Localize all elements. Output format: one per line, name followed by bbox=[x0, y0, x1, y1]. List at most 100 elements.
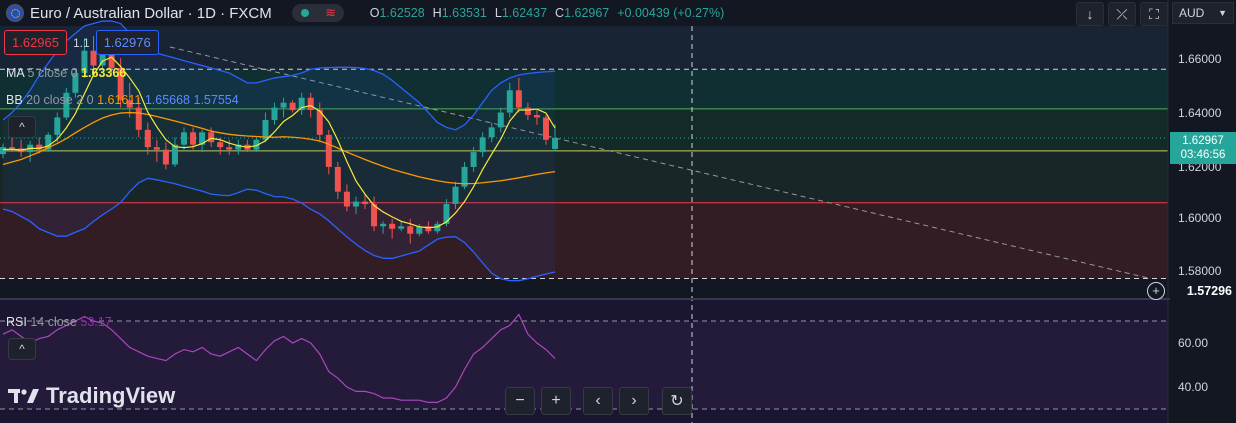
buy-button[interactable]: 1.62976 bbox=[95, 30, 159, 55]
ma-value: 1.63366 bbox=[81, 66, 127, 80]
candle bbox=[316, 102, 323, 143]
candle-body bbox=[253, 139, 260, 150]
scroll-left-button[interactable]: ‹ bbox=[583, 387, 613, 415]
ohlc-close: 1.62967 bbox=[564, 6, 610, 20]
bb-fill bbox=[3, 21, 556, 281]
rsi-legend[interactable]: RSI 14 close 53.17 bbox=[6, 315, 112, 329]
chevron-down-icon: ▼ bbox=[1218, 8, 1227, 18]
candle-body bbox=[352, 201, 359, 207]
ma-legend[interactable]: MA 5 close 0 1.63366 bbox=[6, 66, 127, 80]
candle-body bbox=[262, 119, 269, 140]
candle bbox=[389, 218, 396, 239]
symbol-title[interactable]: Euro / Australian Dollar · 1D · FXCM bbox=[30, 4, 272, 22]
candle-body bbox=[162, 149, 169, 165]
candle bbox=[45, 132, 52, 153]
zoom-out-button[interactable]: − bbox=[505, 387, 535, 415]
candle-body bbox=[54, 117, 61, 135]
candle-body bbox=[443, 204, 450, 224]
sell-button[interactable]: 1.62965 bbox=[4, 30, 67, 55]
candle bbox=[416, 223, 423, 237]
candle bbox=[479, 132, 486, 158]
candle-body bbox=[289, 102, 296, 111]
arrow-down-icon[interactable]: ↓ bbox=[1076, 2, 1104, 26]
bb-basis-line bbox=[2, 111, 556, 185]
price-label: 1.60000 bbox=[1178, 211, 1222, 225]
candle bbox=[153, 139, 160, 162]
candle-body bbox=[226, 147, 233, 150]
candle-body bbox=[452, 186, 459, 205]
price-label: 1.58000 bbox=[1178, 264, 1222, 278]
market-open-dot-icon[interactable] bbox=[291, 4, 318, 22]
current-price-tag: 1.62967 03:46:56 bbox=[1170, 132, 1236, 164]
rsi-axis-label: 40.00 bbox=[1178, 380, 1209, 394]
candle-body bbox=[380, 223, 387, 227]
candle bbox=[235, 139, 242, 155]
candle-body bbox=[362, 201, 368, 205]
tradingview-logo-icon bbox=[8, 389, 39, 403]
spread-value: 1.1 bbox=[73, 35, 90, 50]
candle bbox=[271, 102, 278, 125]
candle bbox=[226, 139, 233, 155]
collapse-legend-button[interactable]: ^ bbox=[8, 116, 36, 138]
symbol-header: Euro / Australian Dollar · 1D · FXCM ≋ O… bbox=[6, 2, 724, 24]
candle-body bbox=[63, 92, 70, 118]
scroll-right-button[interactable]: › bbox=[619, 387, 649, 415]
candle-body bbox=[90, 50, 97, 66]
zoom-in-button[interactable]: + bbox=[541, 387, 571, 415]
ohlc-values: O1.62528 H1.63531 L1.62437 C1.62967 +0.0… bbox=[369, 6, 725, 20]
add-plus-icon[interactable]: + bbox=[1147, 282, 1165, 300]
candle-body bbox=[506, 90, 513, 113]
candle-body bbox=[515, 90, 522, 108]
tradingview-logo[interactable]: TradingView bbox=[8, 383, 175, 409]
currency-select[interactable]: AUD ▼ bbox=[1172, 2, 1234, 24]
rsi-axis-label: 60.00 bbox=[1178, 336, 1209, 350]
candle bbox=[497, 107, 504, 133]
alert-wave-icon[interactable]: ≋ bbox=[317, 4, 344, 22]
candle bbox=[452, 181, 459, 209]
candle bbox=[289, 100, 296, 113]
reset-chart-icon[interactable]: ↻ bbox=[662, 387, 692, 415]
bb-legend[interactable]: BB 20 close 2 0 1.61611 1.65668 1.57554 bbox=[6, 93, 239, 107]
candle bbox=[352, 196, 359, 214]
candle-body bbox=[398, 226, 405, 229]
candle bbox=[334, 162, 341, 200]
candle bbox=[325, 129, 332, 175]
candle bbox=[506, 82, 513, 118]
candles bbox=[0, 35, 559, 244]
candle bbox=[461, 162, 468, 190]
collapse-icon[interactable]: ⤫ bbox=[1108, 2, 1136, 26]
candle-body bbox=[45, 134, 52, 150]
market-status[interactable]: ≋ bbox=[291, 4, 344, 22]
ma-line bbox=[2, 56, 556, 229]
candle-body bbox=[153, 147, 160, 150]
candle bbox=[515, 77, 522, 113]
symbol-flag-icon bbox=[6, 4, 24, 22]
candle-body bbox=[208, 132, 215, 143]
candle-body bbox=[235, 144, 242, 150]
collapse-rsi-button[interactable]: ^ bbox=[8, 338, 36, 360]
candle bbox=[135, 97, 142, 138]
candle-body bbox=[217, 142, 224, 148]
candle-body bbox=[543, 117, 549, 140]
candle-body bbox=[190, 132, 197, 145]
ohlc-low: 1.62437 bbox=[501, 6, 548, 20]
bb-lower-value: 1.57554 bbox=[193, 93, 239, 107]
candle-body bbox=[144, 129, 151, 148]
candle bbox=[181, 127, 187, 150]
candle bbox=[543, 115, 549, 145]
maximize-icon[interactable]: ⛶ bbox=[1140, 2, 1168, 26]
trend-line bbox=[169, 46, 1151, 279]
candle bbox=[162, 142, 169, 170]
candle bbox=[298, 92, 305, 116]
candle-body bbox=[416, 226, 423, 234]
candle bbox=[54, 112, 61, 143]
candle-body bbox=[99, 48, 106, 66]
candle-body bbox=[171, 144, 178, 165]
trade-box: 1.62965 1.1 1.62976 bbox=[4, 30, 159, 55]
candle-body bbox=[497, 112, 504, 128]
candle-body bbox=[135, 107, 142, 130]
bb-basis-value: 1.61611 bbox=[97, 93, 142, 107]
candle-body bbox=[108, 48, 115, 69]
candle-body bbox=[389, 223, 396, 229]
